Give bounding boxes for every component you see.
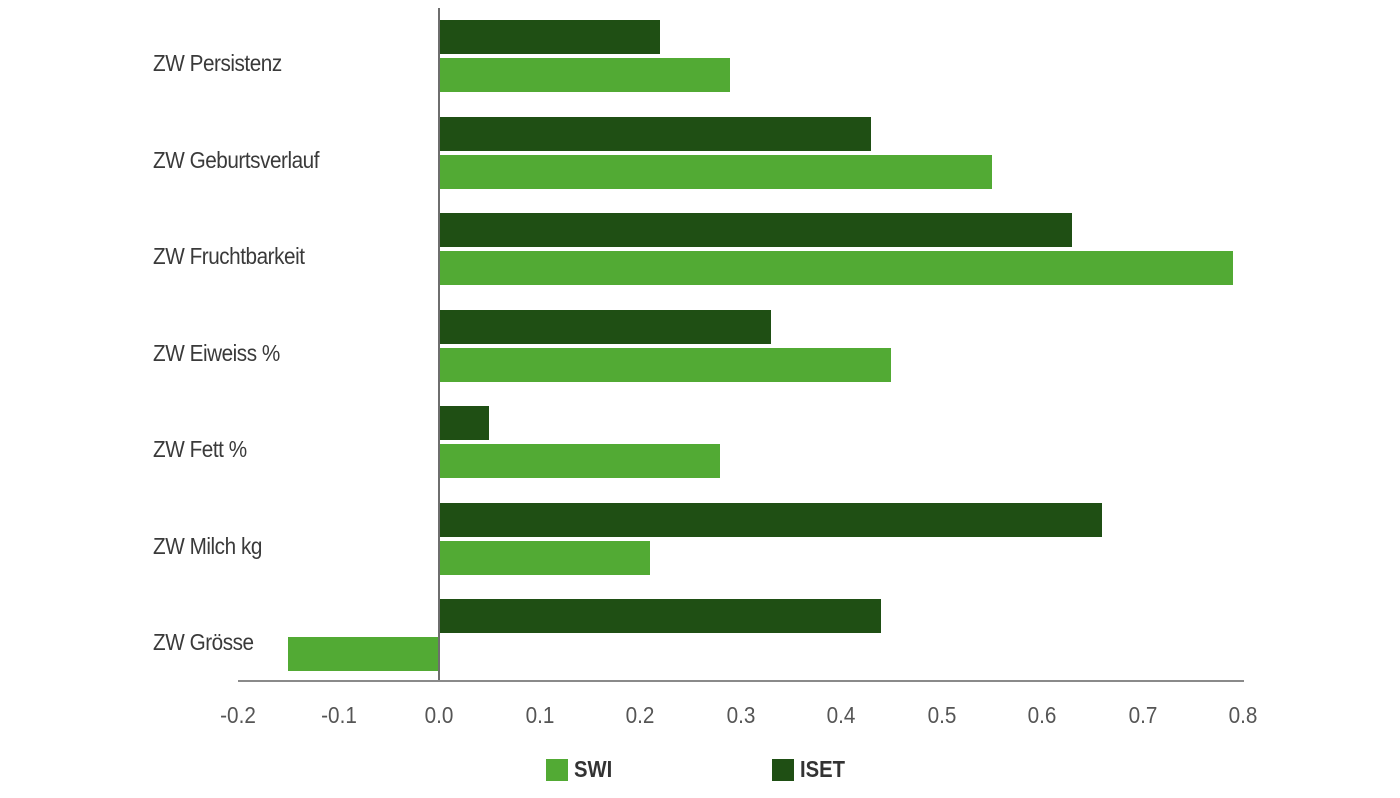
- bar-iset: [439, 309, 771, 344]
- y-axis-zero-line: [438, 8, 440, 682]
- bar-swi: [439, 251, 1233, 285]
- x-tick-label: -0.1: [320, 702, 357, 728]
- bar-swi: [439, 444, 721, 478]
- category-label: ZW Eiweiss %: [153, 339, 280, 366]
- x-tick-label: 0.3: [726, 702, 755, 728]
- category-label: ZW Persistenz: [153, 50, 282, 76]
- legend-item-swi: SWI: [546, 756, 617, 783]
- x-tick-label: 0.5: [927, 702, 956, 728]
- bar-iset: [439, 502, 1103, 537]
- bar-iset: [439, 116, 872, 151]
- x-tick-label: 0.6: [1027, 702, 1057, 728]
- category-label: ZW Geburtsverlauf: [153, 146, 320, 173]
- x-tick-label: 0.2: [625, 702, 655, 728]
- category-label: ZW Grösse: [153, 629, 254, 655]
- bar-iset: [439, 599, 882, 633]
- bar-swi: [439, 347, 892, 382]
- bar-iset: [439, 406, 490, 440]
- x-tick-label: 0.4: [826, 702, 856, 728]
- bar-iset: [439, 213, 1073, 247]
- x-tick-label: 0.8: [1228, 702, 1258, 728]
- legend-label-swi: SWI: [574, 756, 613, 782]
- legend-label-iset: ISET: [800, 756, 845, 782]
- bar-swi: [288, 637, 439, 671]
- x-tick-label: 0.1: [525, 702, 554, 728]
- legend-swatch-swi: [546, 758, 568, 781]
- category-label: ZW Milch kg: [153, 532, 262, 559]
- x-axis-line: [238, 680, 1244, 682]
- x-tick-label: 0.0: [424, 702, 454, 728]
- category-label: ZW Fett %: [153, 436, 247, 462]
- bar-iset: [439, 20, 661, 54]
- x-tick-label: -0.2: [220, 702, 256, 728]
- legend-swatch-iset: [772, 758, 794, 781]
- x-tick-label: 0.7: [1128, 702, 1157, 728]
- bar-swi: [439, 154, 992, 189]
- category-label: ZW Fruchtbarkeit: [153, 243, 305, 269]
- legend-item-iset: ISET: [772, 756, 851, 783]
- bar-swi: [439, 540, 651, 575]
- bar-swi: [439, 58, 731, 92]
